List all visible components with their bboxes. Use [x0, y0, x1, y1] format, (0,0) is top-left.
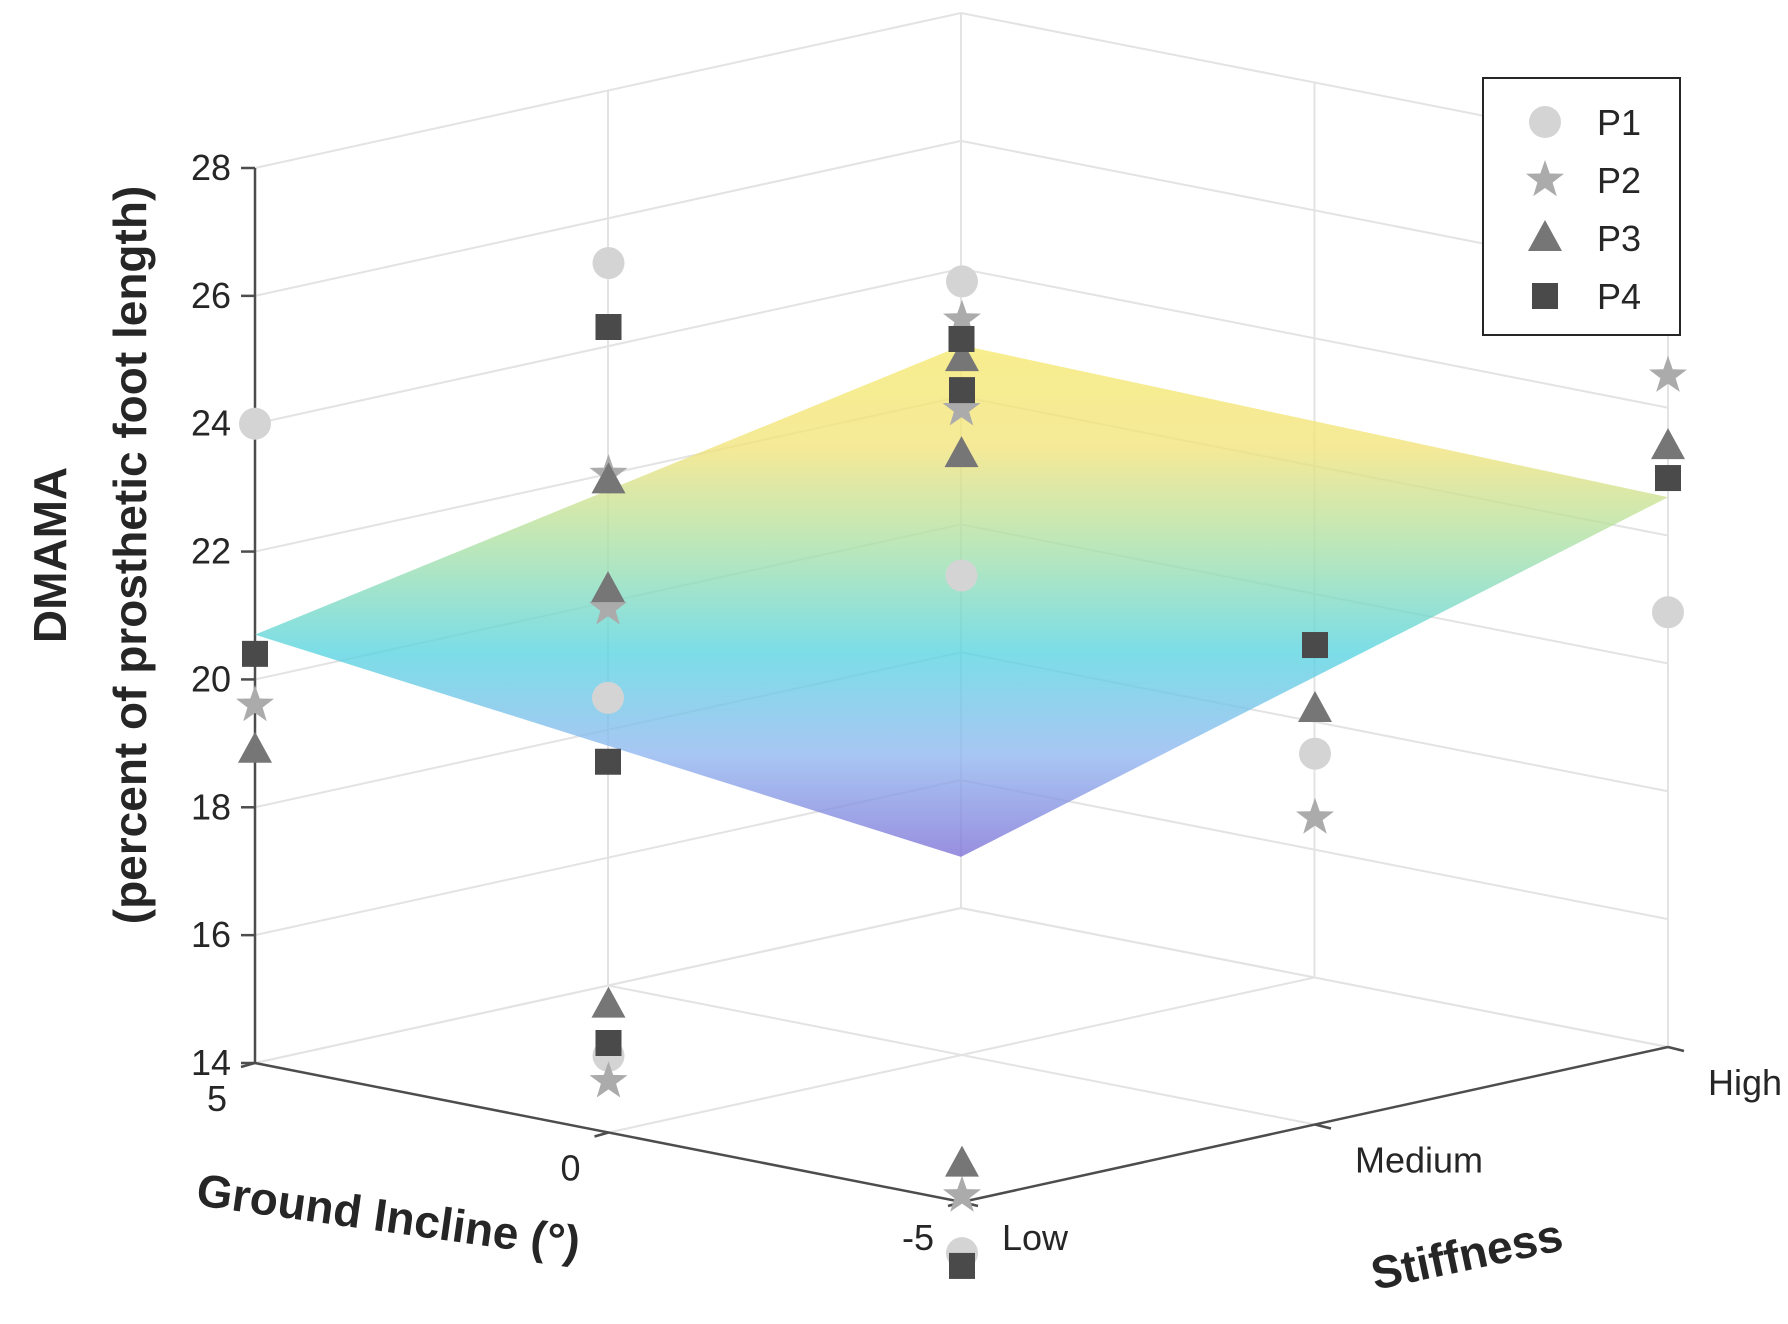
point-p2	[589, 1061, 628, 1098]
point-p4	[1302, 632, 1328, 659]
y-tick-label: Medium	[1355, 1140, 1483, 1181]
z-tick-label: 20	[191, 658, 231, 699]
z-tick-label: 22	[191, 531, 231, 572]
x-tick-label: -5	[902, 1217, 934, 1258]
axes: 14 16 18 20 22 24 26 28 5 0 -5 Low Medium High	[191, 147, 1782, 1258]
point-p1	[1652, 596, 1684, 629]
point-p1	[239, 407, 271, 440]
legend-label-p4: P4	[1597, 276, 1641, 317]
point-p4	[949, 1252, 975, 1279]
z-tick-label: 26	[191, 275, 231, 316]
point-p1	[592, 247, 625, 280]
legend-label-p3: P3	[1597, 218, 1641, 259]
legend-marker-p1	[1529, 106, 1561, 138]
x-tick-label: 5	[207, 1078, 227, 1119]
point-p3	[1651, 428, 1685, 460]
point-p3	[591, 986, 626, 1018]
point-p3	[945, 1145, 979, 1177]
y-tick	[1667, 1045, 1685, 1053]
point-p2	[943, 299, 981, 336]
y-tick-label: Low	[1002, 1217, 1069, 1258]
z-tick-label: 28	[191, 147, 231, 188]
point-p3	[945, 340, 979, 372]
point-p2	[943, 1175, 981, 1212]
point-p1	[946, 265, 978, 298]
point-p2	[1296, 797, 1334, 834]
point-p4	[595, 748, 621, 775]
legend-marker-p2	[1526, 160, 1564, 197]
legend: P1 P2 P3 P4	[1482, 77, 1681, 336]
fit-plane	[255, 345, 1668, 857]
point-p3	[944, 436, 979, 468]
point-p4	[242, 640, 268, 667]
legend-marker-p4	[1532, 283, 1558, 309]
x-axis-title: Ground Incline (°)	[194, 1163, 584, 1268]
markers-front	[236, 247, 1687, 1279]
legend-marker-p3	[1528, 220, 1562, 251]
z-tick-label: 14	[191, 1042, 231, 1083]
point-p1	[1299, 737, 1331, 770]
y-tick	[1314, 1123, 1332, 1130]
x-tick	[240, 1061, 256, 1069]
legend-label-p2: P2	[1597, 160, 1641, 201]
point-p2	[589, 588, 627, 625]
point-p1	[592, 681, 624, 714]
y-tick-label: High	[1708, 1062, 1782, 1103]
z-axis-title-line1: DMAMA	[24, 467, 76, 643]
legend-box	[1482, 77, 1681, 336]
point-p4	[595, 1030, 622, 1056]
point-p3	[1298, 690, 1332, 722]
z-axis-title: DMAMA (percent of prosthetic foot length…	[24, 186, 156, 925]
point-p3	[238, 731, 272, 763]
point-p3	[591, 462, 626, 494]
floor-grid-line	[254, 907, 962, 1064]
fit-plane-surface	[255, 345, 1668, 857]
y-axis-title: Stiffness	[1366, 1209, 1567, 1300]
point-p2	[942, 389, 981, 426]
point-p2	[1649, 355, 1687, 392]
x-tick-label: 0	[560, 1148, 580, 1189]
floor-grid-line	[608, 976, 1315, 1134]
point-p4	[949, 377, 975, 404]
z-tick-label: 24	[191, 403, 231, 444]
z-grid-line	[254, 906, 1669, 1064]
point-p4	[948, 326, 975, 352]
z-axis-title-line2: (percent of prosthetic foot length)	[104, 186, 156, 925]
z-tick-label: 18	[191, 786, 231, 827]
point-p4	[595, 314, 622, 340]
point-p2	[236, 685, 274, 722]
legend-label-p1: P1	[1597, 102, 1641, 143]
point-p4	[1655, 465, 1681, 492]
z-tick-label: 16	[191, 914, 231, 955]
point-p3	[591, 571, 625, 603]
point-p1	[945, 559, 978, 592]
x-tick	[594, 1131, 609, 1138]
